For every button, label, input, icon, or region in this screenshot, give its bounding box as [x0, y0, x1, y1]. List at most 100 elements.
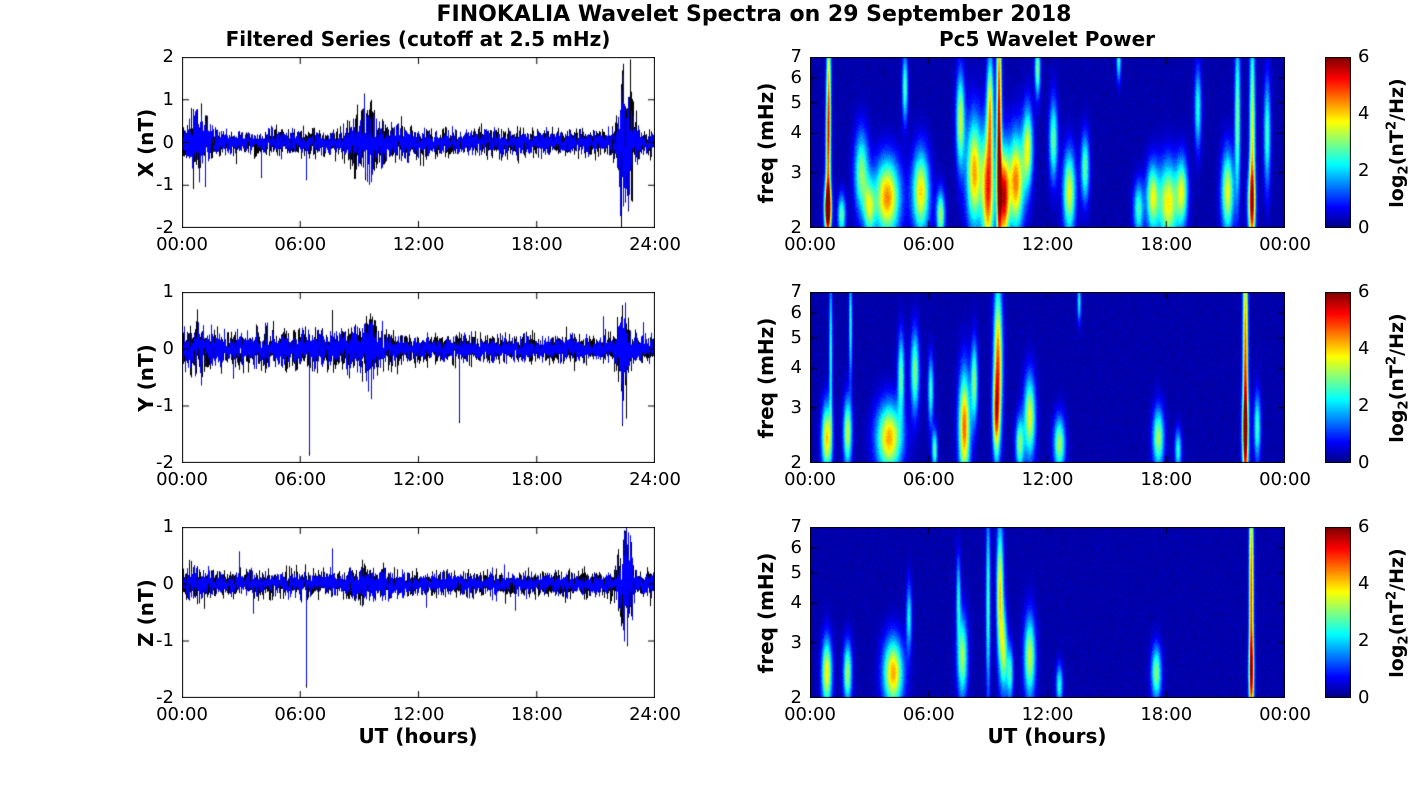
colorbar-tick-label: 4 [1358, 573, 1370, 594]
y-tick-label: 5 [790, 561, 802, 583]
x-tick-label: 06:00 [274, 704, 327, 725]
colorbar-label-suffix: /Hz) [1385, 312, 1408, 356]
right-column-title: Pc5 Wavelet Power [938, 27, 1156, 51]
x-tick-label: 12:00 [392, 704, 445, 725]
colorbar-tick-label: 0 [1358, 687, 1370, 708]
y-tick-label: 0 [162, 573, 174, 594]
x-tick-label: 00:00 [784, 234, 836, 255]
x-tick-label: 00:00 [784, 704, 836, 725]
y-tick-label: 6 [790, 537, 802, 559]
wavelet-canvas-y [810, 292, 1285, 463]
x-axis-label-left: UT (hours) [358, 724, 478, 748]
x-tick-label: 00:00 [156, 469, 208, 490]
x-tick-label: 06:00 [902, 704, 955, 725]
x-tick-label: 18:00 [510, 234, 563, 255]
x-tick-label: 12:00 [392, 234, 445, 255]
x-tick-label: 18:00 [510, 704, 563, 725]
y-tick-label: 1 [162, 88, 174, 110]
x-tick-label: 12:00 [1021, 234, 1074, 255]
y-tick-label: 1 [162, 516, 174, 537]
y-tick-label: -1 [156, 630, 174, 651]
y-axis-label: freq (mHz) [754, 317, 778, 438]
colorbar-label-sup: 2 [1384, 590, 1400, 600]
y-tick-label: 3 [790, 631, 802, 653]
y-tick-label: 2 [790, 217, 802, 238]
wavelet-canvas-x [810, 57, 1285, 228]
y-tick-label: 4 [790, 357, 802, 379]
x-tick-label: 00:00 [1259, 234, 1311, 255]
colorbar-tick-label: 2 [1358, 395, 1370, 416]
colorbar [1325, 527, 1351, 698]
colorbar-label-suffix: /Hz) [1385, 77, 1408, 121]
colorbar-tick-label: 2 [1358, 160, 1370, 181]
x-tick-label: 06:00 [274, 469, 327, 490]
x-tick-label: 24:00 [629, 704, 681, 725]
y-tick-label: 6 [790, 67, 802, 89]
colorbar-label-mid: (nT [1385, 364, 1408, 400]
y-tick-label: 7 [790, 516, 802, 537]
x-axis-label-right: UT (hours) [987, 724, 1107, 748]
colorbar-tick-label: 0 [1358, 217, 1370, 238]
colorbar-label: log2(nT2/Hz) [1384, 313, 1411, 442]
x-tick-label: 12:00 [1021, 469, 1074, 490]
colorbar-label-sub: 2 [1396, 164, 1412, 175]
y-tick-label: 0 [162, 338, 174, 359]
y-tick-label: 5 [790, 326, 802, 348]
colorbar-tick-label: 4 [1358, 338, 1370, 359]
x-tick-label: 00:00 [156, 234, 208, 255]
y-tick-label: 1 [162, 281, 174, 302]
y-tick-label: 2 [790, 452, 802, 473]
colorbar-label-sub: 2 [1396, 634, 1412, 645]
x-tick-label: 18:00 [510, 469, 563, 490]
y-tick-label: 3 [790, 161, 802, 183]
y-tick-label: 4 [790, 122, 802, 144]
y-tick-label: 2 [162, 46, 174, 67]
colorbar-tick-label: 6 [1358, 516, 1370, 537]
colorbar-label-suffix: /Hz) [1385, 547, 1408, 591]
x-tick-label: 18:00 [1140, 234, 1193, 255]
x-tick-label: 00:00 [1259, 469, 1311, 490]
x-tick-label: 06:00 [902, 234, 955, 255]
colorbar-tick-label: 6 [1358, 281, 1370, 302]
y-tick-label: -2 [156, 217, 174, 238]
colorbar-label-mid: (nT [1385, 129, 1408, 165]
x-tick-label: 00:00 [1259, 704, 1311, 725]
y-axis-label: freq (mHz) [754, 552, 778, 673]
y-tick-label: -2 [156, 687, 174, 708]
colorbar-label-sup: 2 [1384, 355, 1400, 365]
colorbar-label-sup: 2 [1384, 120, 1400, 130]
colorbar-label-mid: (nT [1385, 599, 1408, 635]
colorbar-label: log2(nT2/Hz) [1384, 78, 1411, 207]
y-axis-label: freq (mHz) [754, 82, 778, 203]
colorbar [1325, 57, 1351, 228]
y-tick-label: 3 [790, 396, 802, 418]
x-tick-label: 12:00 [1021, 704, 1074, 725]
left-column-title: Filtered Series (cutoff at 2.5 mHz) [225, 27, 611, 51]
y-tick-label: 5 [790, 91, 802, 113]
x-tick-label: 00:00 [156, 704, 208, 725]
wavelet-canvas-z [810, 527, 1285, 698]
colorbar-label-prefix: log [1385, 409, 1408, 443]
x-tick-label: 12:00 [392, 469, 445, 490]
y-tick-label: 4 [790, 592, 802, 614]
x-tick-label: 18:00 [1140, 469, 1193, 490]
colorbar-tick-label: 4 [1358, 103, 1370, 124]
x-tick-label: 18:00 [1140, 704, 1193, 725]
colorbar-label: log2(nT2/Hz) [1384, 548, 1411, 677]
y-tick-label: 0 [162, 131, 174, 153]
figure-title: FINOKALIA Wavelet Spectra on 29 Septembe… [436, 2, 1072, 27]
colorbar-tick-label: 0 [1358, 452, 1370, 473]
series-canvas-z [182, 527, 655, 698]
colorbar-tick-label: 2 [1358, 630, 1370, 651]
y-axis-label: Z (nT) [134, 578, 158, 647]
colorbar-label-prefix: log [1385, 644, 1408, 678]
y-axis-label: X (nT) [134, 108, 158, 177]
colorbar-label-sub: 2 [1396, 399, 1412, 410]
x-tick-label: 24:00 [629, 234, 681, 255]
series-canvas-x [182, 57, 655, 228]
y-tick-label: 7 [790, 46, 802, 67]
x-tick-label: 06:00 [902, 469, 955, 490]
series-canvas-y [182, 292, 655, 463]
x-tick-label: 00:00 [784, 469, 836, 490]
